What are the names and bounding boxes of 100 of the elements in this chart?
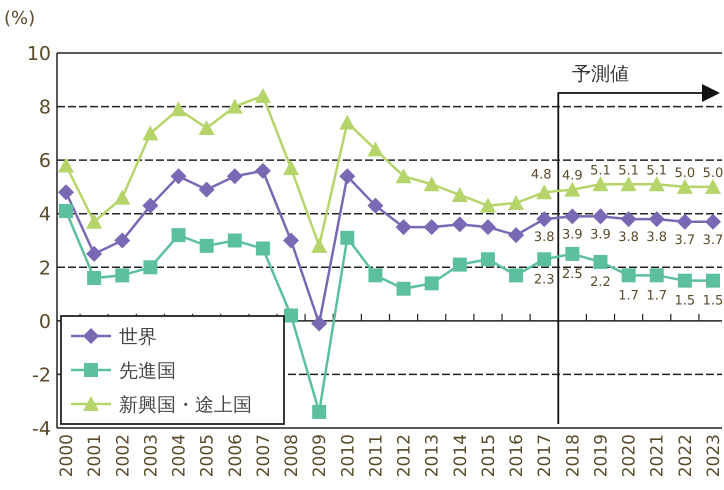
point xyxy=(312,404,326,419)
point xyxy=(620,176,637,192)
data-label: 5.1 xyxy=(618,163,639,178)
point xyxy=(283,232,300,248)
point xyxy=(284,308,298,322)
point xyxy=(367,141,384,156)
x-tick-label: 2020 xyxy=(620,434,640,478)
legend-label: 世界 xyxy=(119,326,157,348)
point xyxy=(115,268,130,282)
y-tick-label: 6 xyxy=(38,150,51,172)
point xyxy=(508,227,524,244)
data-label: 3.8 xyxy=(534,230,555,246)
point xyxy=(114,232,130,248)
point xyxy=(396,282,411,296)
y-tick-label: 8 xyxy=(38,96,51,119)
point xyxy=(620,211,637,228)
x-tick-label: 2016 xyxy=(507,434,528,478)
point xyxy=(142,125,158,140)
data-label: 3.8 xyxy=(618,230,639,246)
point xyxy=(509,268,524,282)
x-tick-label: 2008 xyxy=(282,434,302,478)
point xyxy=(622,268,636,282)
x-tick-label: 2004 xyxy=(170,434,190,478)
point xyxy=(676,214,693,230)
data-label: 5.1 xyxy=(590,163,611,178)
point xyxy=(86,246,102,262)
x-tick-label: 2018 xyxy=(563,434,584,478)
point xyxy=(339,114,356,130)
data-label: 3.7 xyxy=(702,232,724,248)
point xyxy=(536,211,552,228)
x-tick-label: 2009 xyxy=(310,434,330,478)
point xyxy=(678,274,692,288)
annotation: 予測値 xyxy=(572,63,629,85)
data-label: 5.0 xyxy=(702,166,724,181)
point xyxy=(648,211,665,228)
x-tick-label: 2023 xyxy=(704,434,724,478)
x-tick-label: 2001 xyxy=(85,434,106,478)
point xyxy=(226,98,243,114)
x-tick-label: 2003 xyxy=(141,434,162,478)
data-label: 4.8 xyxy=(530,167,552,182)
point xyxy=(198,120,215,135)
point xyxy=(226,168,243,184)
point xyxy=(256,242,270,256)
point xyxy=(705,214,721,230)
y-tick-label: 4 xyxy=(38,204,51,226)
data-label: 2.2 xyxy=(590,274,611,290)
data-label: 3.9 xyxy=(562,227,583,242)
point xyxy=(396,168,412,184)
point xyxy=(200,238,214,253)
point xyxy=(452,186,468,202)
x-tick-label: 2013 xyxy=(422,434,443,478)
point xyxy=(311,316,328,332)
x-tick-label: 2022 xyxy=(676,434,696,478)
data-label: 4.9 xyxy=(562,168,583,184)
x-tick-label: 2005 xyxy=(198,434,218,478)
point xyxy=(648,176,665,192)
point xyxy=(114,190,130,205)
y-axis-title: (%) xyxy=(4,8,36,29)
data-label: 1.7 xyxy=(618,288,639,304)
point xyxy=(705,178,721,194)
point xyxy=(480,252,495,266)
point xyxy=(676,178,693,194)
x-tick-label: 2021 xyxy=(648,434,668,478)
point xyxy=(564,182,580,197)
point xyxy=(564,208,580,224)
y-tick-label: 10 xyxy=(26,43,51,65)
x-tick-label: 2017 xyxy=(535,434,556,478)
y-tick-label: -4 xyxy=(32,418,51,440)
point xyxy=(58,158,74,172)
y-tick-label: 2 xyxy=(38,257,51,280)
point xyxy=(198,182,215,198)
legend-label: 新興国・途上国 xyxy=(119,394,252,416)
point xyxy=(537,252,552,266)
point xyxy=(536,184,552,200)
x-tick-label: 2015 xyxy=(478,434,499,478)
point xyxy=(87,271,102,285)
point xyxy=(396,219,412,236)
point xyxy=(592,176,608,192)
point xyxy=(58,184,74,200)
point xyxy=(452,216,468,232)
point xyxy=(480,219,496,236)
point xyxy=(592,208,608,224)
point xyxy=(254,162,271,179)
x-tick-label: 2002 xyxy=(113,434,134,478)
point xyxy=(565,246,580,261)
point xyxy=(283,160,300,176)
x-tick-label: 2011 xyxy=(366,434,386,478)
x-tick-label: 2012 xyxy=(394,434,415,478)
point xyxy=(339,168,356,184)
y-tick-label: -2 xyxy=(32,364,51,386)
data-label: 3.7 xyxy=(674,232,696,248)
point xyxy=(424,176,440,192)
point xyxy=(508,195,524,210)
point xyxy=(311,238,328,253)
data-label: 1.5 xyxy=(702,294,724,309)
point xyxy=(368,268,382,282)
point xyxy=(706,274,720,288)
x-tick-label: 2000 xyxy=(57,434,77,478)
point xyxy=(228,234,242,248)
point xyxy=(170,101,187,116)
